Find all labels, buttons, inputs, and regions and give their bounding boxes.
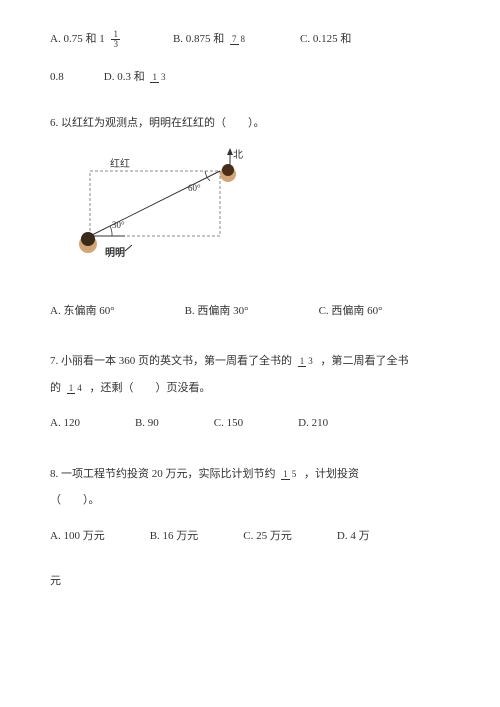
q8-p3: （ ）。 [50,494,100,506]
q5-options-line1: A. 0.75 和 1 13 B. 0.875 和 78 C. 0.125 和 [50,30,450,49]
q7-p4: ，还剩（ ）页没看。 [90,382,211,394]
frac-den: 3 [306,356,315,366]
q5-optA-text: A. 0.75 和 [50,33,96,45]
frac-den: 5 [290,469,299,479]
q5-optA-fraction: 1 13 [99,30,123,49]
frac-den: 8 [239,34,248,44]
angle-30: 30° [112,220,125,230]
north-label: 北 [233,149,243,161]
q5-optC: C. 0.125 和 [300,31,351,49]
mingming-label: 明明 [105,247,125,259]
q5-optC-tail: 0.8 [50,69,64,87]
q7-p1: 7. 小丽看一本 360 页的英文书，第一周看了全书的 [50,355,292,367]
frac-num: 7 [230,34,239,45]
mixed-whole: 1 [99,33,105,45]
angle-60: 60° [188,183,201,193]
q5-optB-text: B. 0.875 和 [173,33,224,45]
frac-num: 1 [150,72,159,83]
frac-den: 3 [159,72,168,82]
frac-den: 4 [75,383,84,393]
q6-options: A. 东偏南 60° B. 西偏南 30° C. 西偏南 60° [50,303,450,321]
q8-p1: 8. 一项工程节约投资 20 万元，实际比计划节约 [50,468,276,480]
q6-diagram: 北 60° 30° 红红 明明 [70,146,450,283]
q8-options: A. 100 万元 B. 16 万元 C. 25 万元 D. 4 万 [50,528,450,546]
q7-p3: 的 [50,382,61,394]
q8-p2: ，计划投资 [304,468,359,480]
q7-optB: B. 90 [135,415,159,433]
frac-num: 1 [298,356,307,367]
q6-optC: C. 西偏南 60° [319,303,383,321]
q7-p2: ，第二周看了全书 [321,355,409,367]
q7-optD: D. 210 [298,415,328,433]
q8-text: 8. 一项工程节约投资 20 万元，实际比计划节约 15 ，计划投资 （ ）。 [50,461,450,514]
honghong-label: 红红 [110,157,130,170]
q6-optB: B. 西偏南 30° [185,303,249,321]
q7-text: 7. 小丽看一本 360 页的英文书，第一周看了全书的 13 ，第二周看了全书 … [50,348,450,401]
q8-frac1: 15 [281,470,298,479]
q8-optB: B. 16 万元 [150,528,199,546]
q8-tail: 元 [50,573,450,591]
q5-optC-text: C. 0.125 和 [300,33,351,45]
q5-optB-fraction: 78 [230,35,247,44]
q5-optD-fraction: 13 [150,73,167,82]
q7-frac1: 13 [298,357,315,366]
q8-optD: D. 4 万 [337,528,370,546]
q8-optC: C. 25 万元 [243,528,292,546]
frac-num: 1 [67,383,76,394]
frac-den: 3 [111,40,120,49]
q5-optB: B. 0.875 和 78 [173,31,250,49]
q5-options-line2: 0.8 D. 0.3 和 13 [50,69,450,87]
q7-frac2: 14 [67,384,84,393]
q5-optD-text: D. 0.3 和 [104,71,145,83]
q5-optA: A. 0.75 和 1 13 [50,30,123,49]
frac-num: 1 [281,469,290,480]
q5-optD: D. 0.3 和 13 [104,69,171,87]
q6-svg: 北 60° 30° 红红 明明 [70,146,270,276]
q7-optA: A. 120 [50,415,80,433]
q8-optA: A. 100 万元 [50,528,105,546]
q7-options: A. 120 B. 90 C. 150 D. 210 [50,415,450,433]
q6-text: 6. 以红红为观测点，明明在红红的（ ）。 [50,115,450,133]
q7-optC: C. 150 [214,415,243,433]
q6-optA: A. 东偏南 60° [50,303,115,321]
